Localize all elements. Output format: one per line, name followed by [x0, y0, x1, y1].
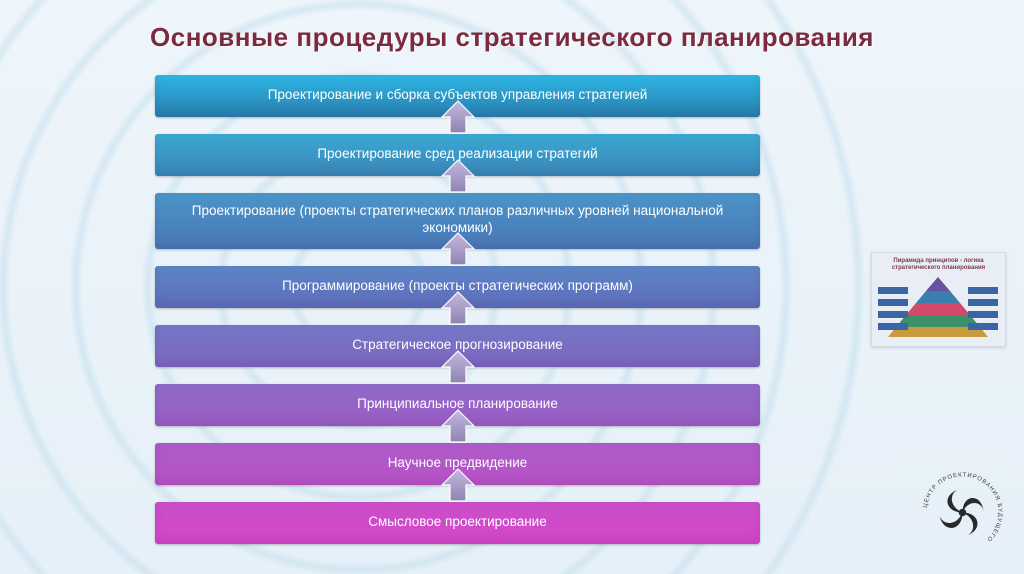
arrow-up-icon [438, 158, 478, 194]
arrow-up-icon [438, 290, 478, 326]
arrow-up-icon [438, 467, 478, 503]
arrow-up-icon [438, 99, 478, 135]
arrow-up-icon [438, 231, 478, 267]
procedure-slab: Смысловое проектирование [155, 502, 760, 544]
procedure-label: Смысловое проектирование [368, 514, 546, 531]
title-text: Основные процедуры стратегического плани… [150, 22, 874, 52]
organization-logo: ЦЕНТР ПРОЕКТИРОВАНИЯ БУДУЩЕГО [915, 465, 1010, 560]
swirl-icon [940, 490, 984, 536]
thumbnail-title: Пирамида принципов - логика стратегическ… [876, 258, 1001, 271]
slide-thumbnail[interactable]: Пирамида принципов - логика стратегическ… [871, 252, 1006, 347]
svg-text:ЦЕНТР ПРОЕКТИРОВАНИЯ БУДУЩЕГО: ЦЕНТР ПРОЕКТИРОВАНИЯ БУДУЩЕГО [923, 472, 1003, 542]
thumbnail-pyramid-icon [876, 271, 1001, 341]
procedure-stack: Проектирование и сборка субъектов управл… [155, 75, 760, 544]
logo-ring-text: ЦЕНТР ПРОЕКТИРОВАНИЯ БУДУЩЕГО [923, 472, 1003, 542]
arrow-up-icon [438, 408, 478, 444]
arrow-up-icon [438, 349, 478, 385]
page-title: Основные процедуры стратегического плани… [0, 22, 1024, 53]
